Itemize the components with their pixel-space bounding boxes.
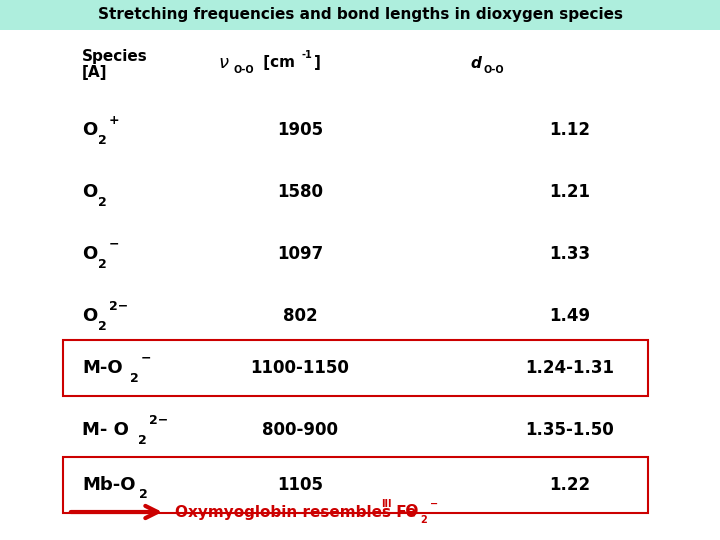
Bar bbox=[63, 457, 648, 513]
Text: 2−: 2− bbox=[149, 414, 168, 427]
Text: Mb-O: Mb-O bbox=[82, 476, 135, 494]
Text: 1.49: 1.49 bbox=[549, 307, 590, 325]
Text: Stretching frequencies and bond lengths in dioxygen species: Stretching frequencies and bond lengths … bbox=[97, 8, 623, 23]
Text: 1905: 1905 bbox=[277, 121, 323, 139]
Text: +: + bbox=[109, 113, 120, 126]
Text: [A]: [A] bbox=[82, 65, 107, 80]
Text: O: O bbox=[82, 245, 97, 263]
Text: O: O bbox=[82, 121, 97, 139]
Text: 1.24-1.31: 1.24-1.31 bbox=[526, 359, 614, 377]
Text: −: − bbox=[109, 238, 120, 251]
Text: M- O: M- O bbox=[82, 421, 129, 439]
Text: 802: 802 bbox=[283, 307, 318, 325]
Text: -1: -1 bbox=[301, 50, 312, 60]
Text: 1.22: 1.22 bbox=[549, 476, 590, 494]
Text: O: O bbox=[82, 183, 97, 201]
Text: Species: Species bbox=[82, 50, 148, 64]
Text: 1100-1150: 1100-1150 bbox=[251, 359, 349, 377]
Bar bbox=[0, 0, 720, 30]
Text: d: d bbox=[470, 56, 481, 71]
Text: 1.21: 1.21 bbox=[549, 183, 590, 201]
Text: 800-900: 800-900 bbox=[262, 421, 338, 439]
Text: 2: 2 bbox=[98, 320, 107, 333]
Text: $\nu$: $\nu$ bbox=[218, 54, 230, 72]
Text: M-O: M-O bbox=[82, 359, 122, 377]
Text: 2: 2 bbox=[420, 515, 427, 525]
Text: 2: 2 bbox=[139, 489, 148, 502]
Text: ]: ] bbox=[314, 56, 321, 71]
Text: 1.33: 1.33 bbox=[549, 245, 590, 263]
Text: 2−: 2− bbox=[109, 300, 128, 313]
Text: 2: 2 bbox=[130, 372, 139, 384]
Text: −: − bbox=[430, 499, 438, 509]
Text: −: − bbox=[141, 352, 151, 365]
Bar bbox=[63, 340, 648, 396]
Text: [cm: [cm bbox=[258, 56, 295, 71]
Text: -O: -O bbox=[399, 504, 418, 519]
Text: 2: 2 bbox=[98, 258, 107, 271]
Text: 1580: 1580 bbox=[277, 183, 323, 201]
Text: 1.35-1.50: 1.35-1.50 bbox=[526, 421, 614, 439]
Text: O-O: O-O bbox=[234, 65, 255, 75]
Text: 2: 2 bbox=[138, 434, 147, 447]
Text: 2: 2 bbox=[98, 195, 107, 208]
Text: O: O bbox=[82, 307, 97, 325]
Text: III: III bbox=[381, 499, 392, 509]
Text: 1097: 1097 bbox=[277, 245, 323, 263]
Text: Oxymyoglobin resembles Fe: Oxymyoglobin resembles Fe bbox=[175, 504, 416, 519]
Text: 2: 2 bbox=[98, 133, 107, 146]
Text: O-O: O-O bbox=[484, 65, 505, 75]
Text: 1105: 1105 bbox=[277, 476, 323, 494]
Text: 1.12: 1.12 bbox=[549, 121, 590, 139]
